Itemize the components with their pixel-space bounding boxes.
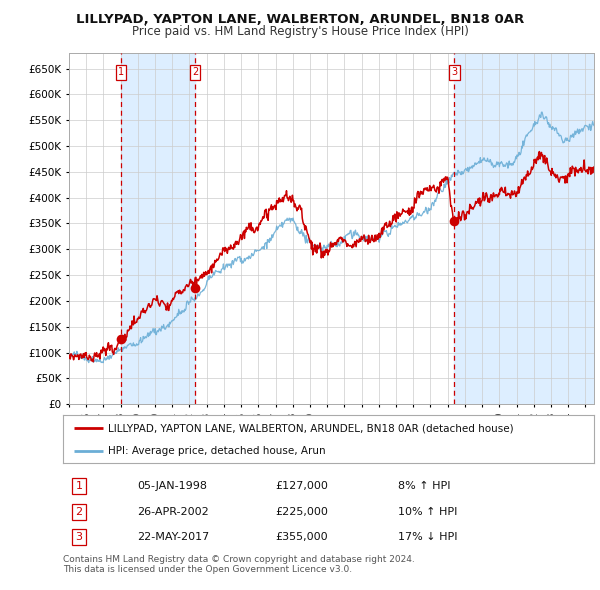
- Text: 3: 3: [451, 67, 457, 77]
- Text: 2: 2: [76, 507, 82, 517]
- Text: £225,000: £225,000: [275, 507, 328, 517]
- Text: £355,000: £355,000: [275, 532, 328, 542]
- Text: 17% ↓ HPI: 17% ↓ HPI: [398, 532, 457, 542]
- Text: 8% ↑ HPI: 8% ↑ HPI: [398, 481, 450, 491]
- Text: 26-APR-2002: 26-APR-2002: [137, 507, 209, 517]
- Text: 05-JAN-1998: 05-JAN-1998: [137, 481, 208, 491]
- Text: LILLYPAD, YAPTON LANE, WALBERTON, ARUNDEL, BN18 0AR: LILLYPAD, YAPTON LANE, WALBERTON, ARUNDE…: [76, 13, 524, 26]
- Bar: [121, 53, 195, 404]
- Text: 22-MAY-2017: 22-MAY-2017: [137, 532, 209, 542]
- Text: 10% ↑ HPI: 10% ↑ HPI: [398, 507, 457, 517]
- Text: Price paid vs. HM Land Registry's House Price Index (HPI): Price paid vs. HM Land Registry's House …: [131, 25, 469, 38]
- Text: LILLYPAD, YAPTON LANE, WALBERTON, ARUNDEL, BN18 0AR (detached house): LILLYPAD, YAPTON LANE, WALBERTON, ARUNDE…: [108, 423, 514, 433]
- Text: 1: 1: [76, 481, 82, 491]
- Text: 2: 2: [192, 67, 198, 77]
- Text: £127,000: £127,000: [275, 481, 328, 491]
- Text: HPI: Average price, detached house, Arun: HPI: Average price, detached house, Arun: [108, 446, 326, 456]
- Text: 3: 3: [76, 532, 82, 542]
- Text: Contains HM Land Registry data © Crown copyright and database right 2024.
This d: Contains HM Land Registry data © Crown c…: [63, 555, 415, 574]
- Bar: [454, 53, 594, 404]
- Text: 1: 1: [118, 67, 124, 77]
